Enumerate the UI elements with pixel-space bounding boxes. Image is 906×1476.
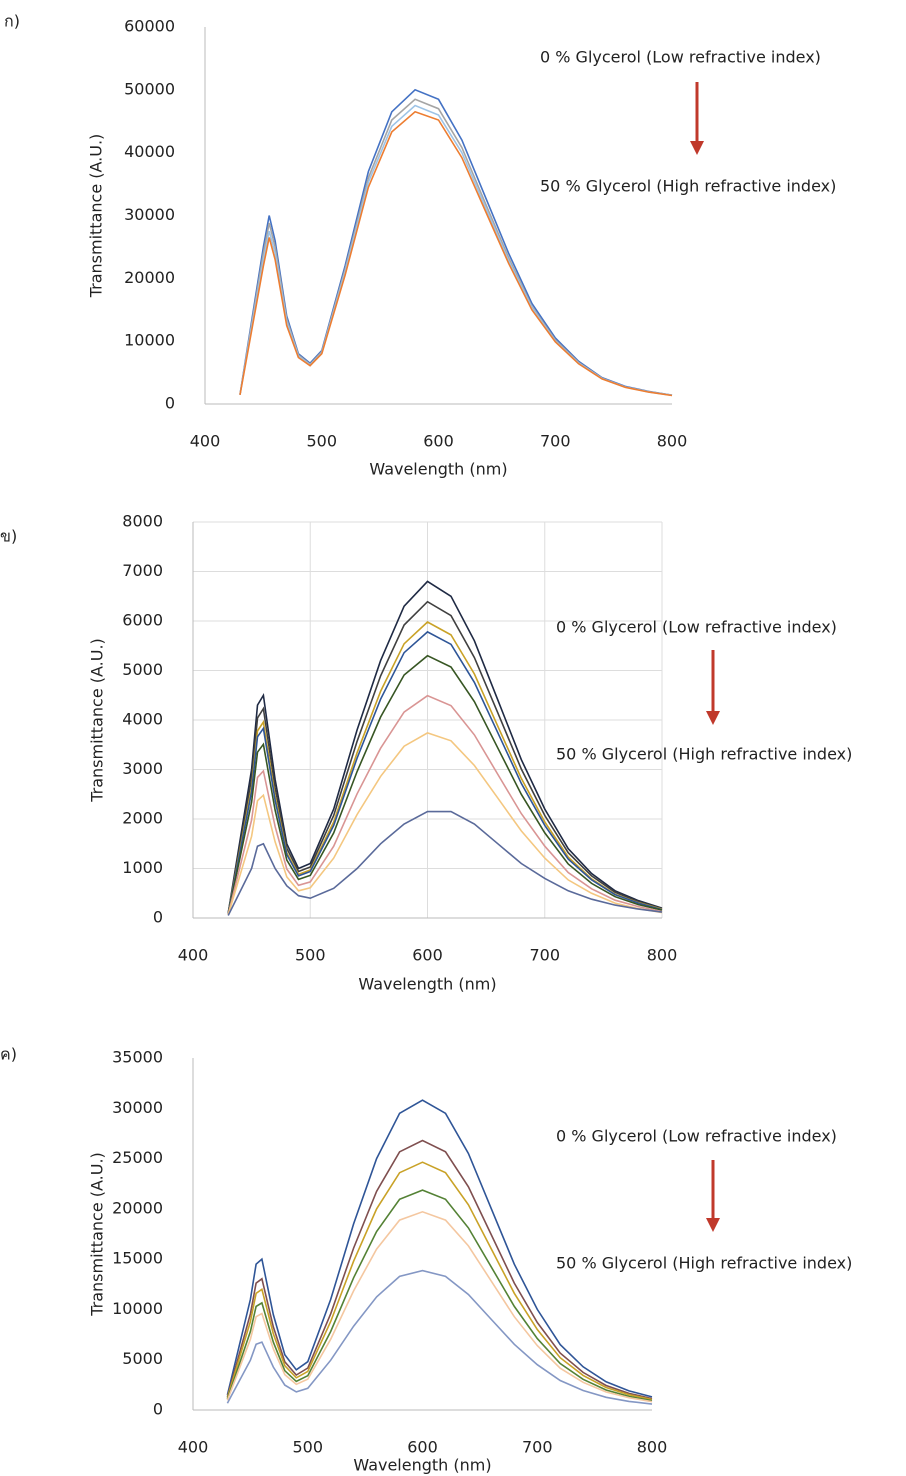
series-line [226,1269,653,1405]
series-line [226,1161,653,1401]
series-line [239,88,673,396]
x-tick-label: 600 [407,1438,438,1457]
y-tick-label: 3000 [122,759,163,778]
series-line [226,1139,653,1400]
y-axis-title: Transmittance (A.U.) [88,638,107,803]
x-tick-label: 700 [522,1438,553,1457]
series-line [227,732,663,916]
annotation: 0 % Glycerol (Low refractive index) [556,618,837,637]
x-tick-label: 800 [647,946,678,965]
x-tick-label: 800 [637,1438,668,1457]
annotation: 50 % Glycerol (High refractive index) [556,1254,852,1273]
arrow-head [706,711,720,725]
y-tick-label: 10000 [112,1299,163,1318]
y-tick-label: 20000 [112,1198,163,1217]
y-tick-label: 20000 [124,268,175,287]
y-tick-label: 4000 [122,710,163,729]
x-axis-title: Wavelength (nm) [353,1456,491,1475]
x-tick-label: 700 [529,946,560,965]
series-line [239,110,673,397]
annotation: 0 % Glycerol (Low refractive index) [540,48,821,67]
y-tick-label: 50000 [124,79,175,98]
y-tick-label: 35000 [112,1048,163,1067]
annotation: 50 % Glycerol (High refractive index) [540,177,836,196]
series-line [227,654,663,915]
series-line [226,1099,653,1398]
x-axis-title: Wavelength (nm) [358,975,496,994]
x-tick-label: 700 [540,432,571,451]
x-tick-label: 500 [292,1438,323,1457]
x-tick-label: 400 [178,1438,209,1457]
x-tick-label: 800 [657,432,688,451]
y-tick-label: 0 [165,394,175,413]
y-tick-label: 0 [153,908,163,927]
y-tick-label: 5000 [122,1349,163,1368]
y-tick-label: 5000 [122,660,163,679]
x-tick-label: 500 [306,432,337,451]
y-tick-label: 8000 [122,512,163,531]
panel-label: ค) [0,1045,17,1064]
y-tick-label: 10000 [124,331,175,350]
y-tick-label: 30000 [112,1098,163,1117]
y-tick-label: 6000 [122,611,163,630]
y-axis-title: Transmittance (A.U.) [88,1152,107,1317]
panel-label: ก) [4,12,20,31]
series-line [227,810,663,916]
arrow-head [706,1218,720,1232]
x-tick-label: 400 [190,432,221,451]
x-tick-label: 600 [412,946,443,965]
series-line [227,600,663,914]
series-line [226,1189,653,1402]
y-tick-label: 0 [153,1400,163,1419]
x-tick-label: 400 [178,946,209,965]
y-tick-label: 7000 [122,561,163,580]
series-line [226,1210,653,1403]
y-tick-label: 2000 [122,809,163,828]
annotation: 0 % Glycerol (Low refractive index) [556,1127,837,1146]
series-line [227,694,663,915]
y-tick-label: 1000 [122,858,163,877]
y-tick-label: 30000 [124,205,175,224]
y-tick-label: 25000 [112,1148,163,1167]
panel-label: ข) [0,527,17,546]
annotation: 50 % Glycerol (High refractive index) [556,745,852,764]
x-tick-label: 500 [295,946,326,965]
y-tick-label: 15000 [112,1249,163,1268]
y-tick-label: 60000 [124,17,175,36]
arrow-head [690,141,704,155]
x-axis-title: Wavelength (nm) [369,460,507,479]
y-tick-label: 40000 [124,142,175,161]
y-axis-title: Transmittance (A.U.) [87,134,106,299]
series-line [227,580,663,914]
series-line [227,630,663,914]
x-tick-label: 600 [423,432,454,451]
